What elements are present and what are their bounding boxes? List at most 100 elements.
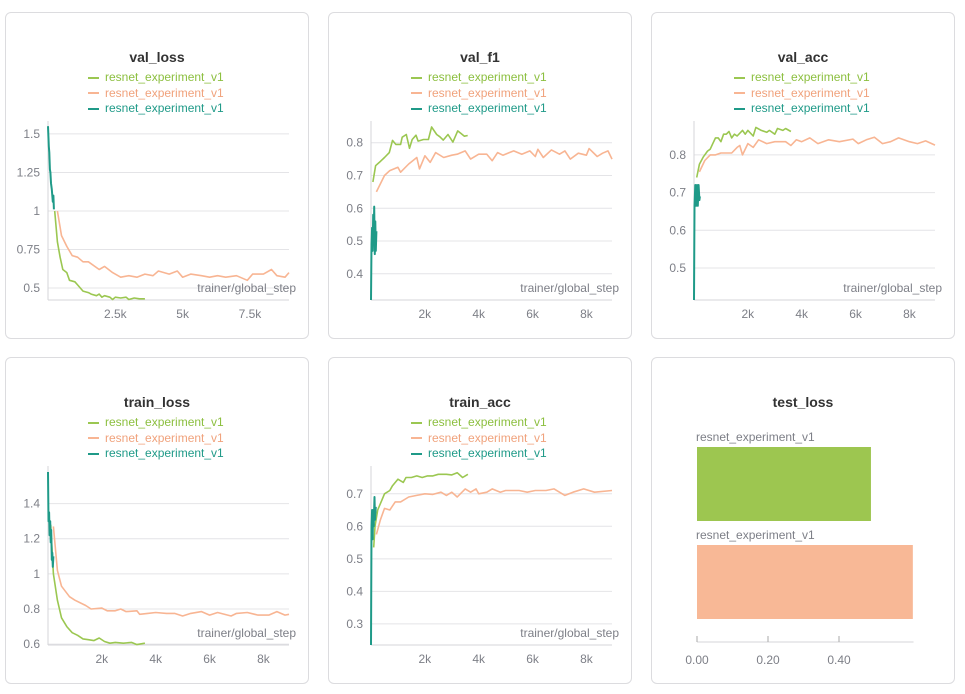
legend-swatch bbox=[88, 76, 99, 79]
legend-item[interactable]: resnet_experiment_v1 bbox=[88, 70, 224, 86]
chart-title: train_loss bbox=[123, 394, 191, 410]
legend-swatch bbox=[411, 421, 422, 424]
x-axis-label: trainer/global_step bbox=[843, 281, 942, 295]
y-tick-label: 0.7 bbox=[669, 186, 686, 200]
series-line-green bbox=[372, 126, 468, 183]
y-tick-label: 1.4 bbox=[23, 497, 40, 511]
x-tick-label: 6k bbox=[203, 652, 217, 666]
x-tick-label: 8k bbox=[903, 307, 917, 321]
legend: resnet_experiment_v1 resnet_experiment_v… bbox=[734, 70, 870, 117]
legend-swatch bbox=[88, 92, 99, 95]
series-line-teal bbox=[370, 205, 378, 301]
legend: resnet_experiment_v1 resnet_experiment_v… bbox=[411, 70, 547, 117]
panel-train-acc: train_acc resnet_experiment_v1 resnet_ex… bbox=[328, 357, 632, 684]
x-tick-label: 0.40 bbox=[827, 653, 851, 667]
legend-label: resnet_experiment_v1 bbox=[428, 430, 547, 445]
legend-item[interactable]: resnet_experiment_v1 bbox=[88, 101, 224, 117]
x-tick-label: 2k bbox=[742, 307, 756, 321]
legend-item[interactable]: resnet_experiment_v1 bbox=[411, 101, 547, 117]
line-chart[interactable]: 0.6 0.8 1 1.2 1.4 2k 4k 6k 8k trainer/global_step bbox=[6, 358, 310, 685]
legend-item[interactable]: resnet_experiment_v1 bbox=[88, 431, 224, 447]
y-tick-label: 1.2 bbox=[23, 532, 40, 546]
x-axis-label: trainer/global_step bbox=[520, 281, 619, 295]
chart-title: val_acc bbox=[777, 49, 829, 65]
series-line-green bbox=[49, 524, 146, 646]
legend-label: resnet_experiment_v1 bbox=[751, 101, 870, 115]
legend-swatch bbox=[411, 437, 422, 440]
y-tick-label: 0.6 bbox=[23, 637, 40, 651]
legend-swatch bbox=[734, 92, 745, 95]
series-line-orange bbox=[375, 488, 613, 535]
x-tick-label: 0.00 bbox=[685, 653, 709, 667]
series-line-teal bbox=[370, 496, 377, 646]
chart-title: test_loss bbox=[772, 394, 834, 410]
panel-val-acc: val_acc resnet_experiment_v1 resnet_expe… bbox=[651, 12, 955, 339]
series-line-orange bbox=[52, 526, 290, 617]
y-tick-label: 0.6 bbox=[669, 223, 686, 237]
legend-swatch bbox=[88, 107, 99, 110]
legend-item[interactable]: resnet_experiment_v1 bbox=[734, 86, 870, 102]
panel-val-loss: val_loss resnet_experiment_v1 resnet_exp… bbox=[5, 12, 309, 339]
line-chart[interactable]: 0.5 0.75 1 1.25 1.5 2.5k 5k 7.5k trainer/global_… bbox=[6, 13, 310, 340]
x-tick-label: 6k bbox=[526, 307, 540, 321]
y-tick-label: 0.4 bbox=[346, 584, 363, 598]
panel-val-f1: val_f1 resnet_experiment_v1 resnet_exper… bbox=[328, 12, 632, 339]
bar-label: resnet_experiment_v1 bbox=[696, 430, 815, 444]
y-tick-label: 0.8 bbox=[23, 602, 40, 616]
legend-item[interactable]: resnet_experiment_v1 bbox=[411, 415, 547, 431]
legend-swatch bbox=[411, 107, 422, 110]
legend-item[interactable]: resnet_experiment_v1 bbox=[734, 101, 870, 117]
chart-title: train_acc bbox=[449, 394, 511, 410]
legend: resnet_experiment_v1 resnet_experiment_v… bbox=[88, 70, 224, 117]
legend-item[interactable]: resnet_experiment_v1 bbox=[411, 70, 547, 86]
line-chart[interactable]: 0.4 0.5 0.6 0.7 0.8 2k 4k 6k 8k trainer/global_st… bbox=[329, 13, 633, 340]
x-tick-label: 6k bbox=[849, 307, 863, 321]
y-tick-label: 0.5 bbox=[23, 281, 40, 295]
x-tick-label: 8k bbox=[580, 652, 594, 666]
legend-item[interactable]: resnet_experiment_v1 bbox=[411, 86, 547, 102]
x-tick-label: 2k bbox=[419, 652, 433, 666]
chart-title: val_f1 bbox=[460, 49, 500, 65]
legend-swatch bbox=[734, 76, 745, 79]
bar-chart[interactable]: 0.00 0.20 0.40 bbox=[652, 358, 956, 685]
series-line-orange bbox=[375, 147, 613, 193]
legend-swatch bbox=[734, 107, 745, 110]
bar-label: resnet_experiment_v1 bbox=[696, 528, 815, 542]
x-tick-label: 4k bbox=[472, 652, 486, 666]
x-tick-label: 5k bbox=[176, 307, 190, 321]
y-tick-label: 1 bbox=[33, 567, 40, 581]
y-tick-label: 1.25 bbox=[17, 165, 41, 179]
x-tick-label: 8k bbox=[580, 307, 594, 321]
legend-label: resnet_experiment_v1 bbox=[105, 85, 224, 100]
line-chart[interactable]: 0.5 0.6 0.7 0.8 2k 4k 6k 8k trainer/global_step bbox=[652, 13, 956, 340]
line-chart[interactable]: 0.3 0.4 0.5 0.6 0.7 2k 4k 6k 8k trainer/global_st… bbox=[329, 358, 633, 685]
y-tick-label: 1.5 bbox=[23, 127, 40, 141]
x-tick-label: 8k bbox=[257, 652, 271, 666]
legend-swatch bbox=[411, 92, 422, 95]
legend-item[interactable]: resnet_experiment_v1 bbox=[88, 415, 224, 431]
x-tick-label: 2.5k bbox=[104, 307, 128, 321]
series-line-green bbox=[53, 210, 145, 301]
legend-item[interactable]: resnet_experiment_v1 bbox=[88, 86, 224, 102]
legend-label: resnet_experiment_v1 bbox=[428, 101, 547, 115]
panel-train-loss: train_loss resnet_experiment_v1 resnet_e… bbox=[5, 357, 309, 684]
legend-label: resnet_experiment_v1 bbox=[428, 85, 547, 100]
legend-item[interactable]: resnet_experiment_v1 bbox=[88, 446, 224, 462]
x-tick-label: 4k bbox=[472, 307, 486, 321]
x-tick-label: 4k bbox=[149, 652, 163, 666]
legend-item[interactable]: resnet_experiment_v1 bbox=[411, 446, 547, 462]
y-tick-label: 0.7 bbox=[346, 168, 363, 182]
legend-label: resnet_experiment_v1 bbox=[105, 101, 224, 115]
x-axis-label: trainer/global_step bbox=[197, 281, 296, 295]
series-line-green bbox=[372, 471, 469, 548]
legend-item[interactable]: resnet_experiment_v1 bbox=[734, 70, 870, 86]
legend-label: resnet_experiment_v1 bbox=[105, 430, 224, 445]
x-tick-label: 0.20 bbox=[756, 653, 780, 667]
legend-label: resnet_experiment_v1 bbox=[105, 415, 224, 429]
legend-item[interactable]: resnet_experiment_v1 bbox=[411, 431, 547, 447]
series-line-teal bbox=[47, 126, 55, 210]
y-tick-label: 0.6 bbox=[346, 519, 363, 533]
y-tick-label: 0.3 bbox=[346, 617, 363, 631]
y-tick-label: 0.5 bbox=[669, 261, 686, 275]
legend-label: resnet_experiment_v1 bbox=[105, 446, 224, 460]
